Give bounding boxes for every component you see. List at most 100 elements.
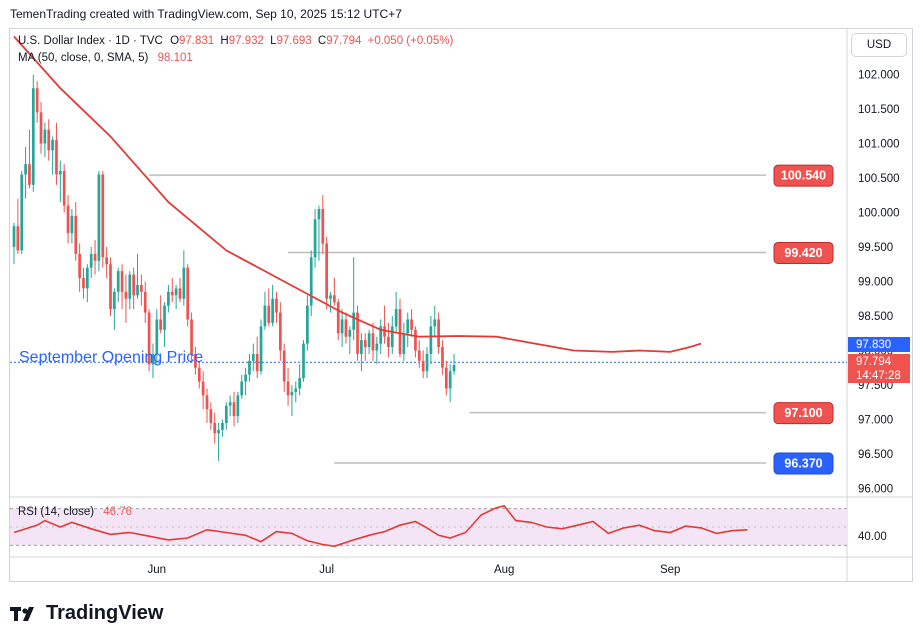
candle-body [128, 274, 132, 299]
candle-body [174, 288, 178, 296]
candle-body [89, 253, 93, 268]
candle-body [224, 405, 228, 423]
candle-body [375, 343, 379, 351]
candle-body [282, 350, 286, 382]
x-tick-label: Jul [319, 564, 334, 576]
candle-body [363, 340, 367, 348]
candle-body [209, 409, 213, 423]
candle-body [317, 209, 321, 220]
candle-body [394, 309, 398, 327]
candle-body [221, 422, 224, 430]
candle-body [236, 395, 240, 417]
candle-body [132, 274, 136, 296]
candle-body [441, 347, 444, 368]
y-tick-label: 99.000 [858, 276, 893, 288]
candle-body [197, 367, 201, 382]
candle-body [244, 374, 247, 382]
candle-body [105, 257, 108, 265]
level-label-box [773, 402, 834, 425]
candle-body [321, 209, 325, 244]
y-tick-label: 100.500 [858, 173, 900, 185]
candle-body [213, 422, 217, 434]
candle-body [232, 402, 236, 417]
ma-value: 98.101 [157, 52, 193, 64]
candle-body [167, 291, 170, 306]
rsi-line [13, 504, 748, 548]
candle-body [306, 305, 309, 344]
y-tick-label: 96.500 [858, 449, 893, 461]
candle-body [201, 381, 205, 396]
y-tick-label: 96.000 [858, 484, 893, 496]
close-label: C [317, 35, 327, 47]
level-label: 99.420 [784, 246, 822, 260]
rsi-value: 46.76 [103, 506, 133, 518]
candle-body [78, 253, 81, 279]
candle-body [417, 350, 421, 361]
candle-body [313, 219, 317, 258]
y-tick-label: 100.000 [858, 207, 900, 219]
candle-body [109, 264, 112, 310]
candle-body [336, 302, 340, 334]
candle-body [290, 391, 294, 396]
candle-body [190, 319, 193, 354]
candle-body [170, 291, 174, 296]
candle-body [205, 395, 209, 410]
candle-body [82, 278, 85, 289]
ma-line [13, 35, 702, 353]
low-label: L [270, 35, 277, 47]
candle-body [136, 284, 139, 296]
candle-body [371, 333, 375, 351]
open-value: 97.831 [179, 35, 215, 47]
candle-body [448, 371, 452, 389]
price-tag-box [848, 354, 910, 369]
price-tag-box [848, 337, 910, 352]
x-tick-label: Jun [148, 564, 167, 576]
y-tick-label: 98.500 [858, 311, 893, 323]
candle-body [356, 312, 359, 354]
candle-body [39, 112, 43, 144]
close-value: 97.794 [326, 35, 362, 47]
y-tick-label: 97.000 [858, 415, 893, 427]
y-tick-label: 101.000 [858, 138, 900, 150]
level-label-box [773, 241, 834, 264]
candle-body [147, 312, 151, 365]
chart-frame[interactable] [9, 28, 913, 582]
candle-body [93, 253, 97, 261]
candle-body [58, 171, 62, 175]
candle-body [340, 319, 344, 334]
candle-body [333, 295, 336, 303]
currency-button[interactable]: USD [851, 33, 907, 57]
candle-body [124, 291, 128, 299]
candle-body [12, 226, 16, 247]
candle-body [217, 429, 220, 434]
candle-body [20, 174, 24, 251]
tradingview-logo[interactable]: TradingView [10, 602, 163, 625]
ma-label: MA (50, close, 0, SMA, 5) [18, 52, 149, 64]
candle-body [194, 353, 197, 368]
candle-body [402, 333, 406, 354]
candle-body [298, 378, 301, 389]
candle-body [24, 164, 27, 175]
level-label: 100.540 [781, 169, 826, 183]
candle-body [163, 305, 166, 330]
x-tick-label: Aug [494, 564, 514, 576]
candle-body [143, 291, 147, 313]
candle-body [47, 129, 51, 151]
candle-body [51, 139, 54, 151]
candle-body [248, 360, 251, 375]
candle-body [452, 364, 456, 372]
candle-body [155, 319, 159, 354]
candle-body [28, 164, 31, 185]
high-value: 97.932 [228, 35, 264, 47]
candle-body [414, 329, 417, 351]
tradingview-logo-text: TradingView [46, 602, 164, 624]
rsi-band [10, 508, 847, 546]
candle-body [367, 333, 371, 348]
candle-body [97, 174, 101, 261]
candle-body [31, 88, 35, 185]
rsi-legend: RSI (14, close) 46.76 [18, 506, 132, 518]
high-label: H [220, 35, 229, 47]
y-tick-label: 99.500 [858, 242, 893, 254]
candle-body [387, 336, 390, 348]
